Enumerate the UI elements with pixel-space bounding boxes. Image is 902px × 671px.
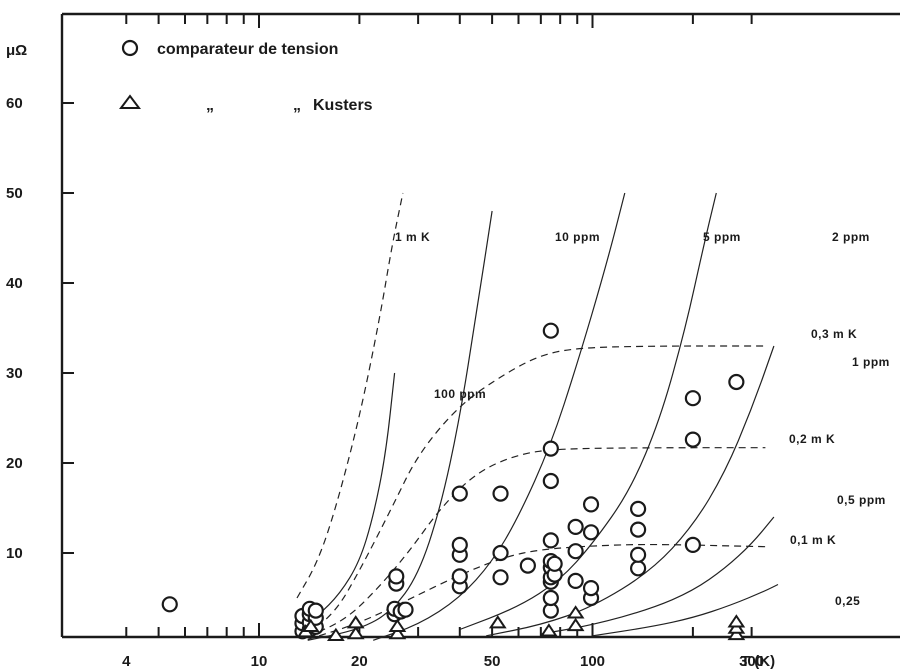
curve-5-ppm xyxy=(373,192,626,641)
point-comparateur xyxy=(492,485,509,502)
curve-label-1-mk: 1 m K xyxy=(395,230,430,244)
point-comparateur xyxy=(388,568,405,585)
curve-0-3-mk xyxy=(307,345,766,635)
x-tick-label: 50 xyxy=(484,653,501,670)
curve-0-1-mk xyxy=(307,543,766,640)
x-tick-label: 4 xyxy=(122,653,131,670)
y-tick-label: 20 xyxy=(6,455,23,472)
curve-label-10-ppm: 10 ppm xyxy=(555,230,600,244)
x-tick-label: 300 xyxy=(739,653,764,670)
point-kusters xyxy=(301,618,320,632)
legend-triangle-marker xyxy=(119,94,141,109)
curve-1-ppm xyxy=(486,345,775,637)
curve-0-5-ppm xyxy=(540,516,775,635)
point-comparateur xyxy=(492,544,509,562)
curve-0-2-mk xyxy=(307,447,766,638)
point-comparateur xyxy=(684,431,701,448)
point-comparateur xyxy=(519,557,536,574)
curve-100-ppm xyxy=(296,372,396,631)
point-comparateur xyxy=(451,568,468,585)
point-kusters xyxy=(566,605,585,619)
point-comparateur xyxy=(307,602,324,619)
point-comparateur xyxy=(451,536,468,554)
curve-1-mk xyxy=(296,192,404,599)
y-unit-label: μΩ xyxy=(6,42,27,59)
curve-label-1-ppm: 1 ppm xyxy=(852,355,890,369)
curve-label-5-ppm: 5 ppm xyxy=(703,230,741,244)
point-kusters xyxy=(540,623,558,637)
point-comparateur xyxy=(629,521,647,538)
legend-comparateur-label: comparateur de tension xyxy=(157,41,338,58)
point-comparateur xyxy=(728,373,745,391)
point-comparateur xyxy=(397,601,414,618)
curve-10-ppm xyxy=(307,210,493,641)
point-kusters xyxy=(326,627,345,641)
point-comparateur xyxy=(542,532,559,549)
legend-ditto-1: „ xyxy=(206,97,214,114)
point-kusters xyxy=(346,625,365,640)
y-tick-label: 40 xyxy=(6,275,23,292)
point-comparateur xyxy=(629,560,647,577)
x-tick-label: 20 xyxy=(351,653,368,670)
point-comparateur xyxy=(161,596,178,613)
curve-label-0-2-mk: 0,2 m K xyxy=(789,432,835,446)
point-comparateur xyxy=(492,569,509,586)
curve-0-25 xyxy=(592,583,779,637)
y-tick-label: 50 xyxy=(6,185,23,202)
data-points xyxy=(161,322,746,641)
y-tick-label: 30 xyxy=(6,365,23,382)
curve-2-ppm xyxy=(459,192,717,631)
point-kusters xyxy=(727,626,746,641)
curve-label-0-5-ppm: 0,5 ppm xyxy=(837,493,886,507)
x-tick-label: 10 xyxy=(251,653,268,670)
legend: comparateur de tension „ „ Kusters xyxy=(119,39,373,114)
point-kusters xyxy=(727,620,746,634)
point-kusters xyxy=(388,618,407,632)
reference-curves: 1 m K 100 ppm 10 ppm 5 ppm 2 ppm 1 ppm 0,5 ppm… xyxy=(296,192,890,641)
point-kusters xyxy=(566,617,585,632)
curve-label-0-25: 0,25 xyxy=(835,594,860,608)
point-kusters xyxy=(727,614,746,628)
x-axis-title: T (K) xyxy=(741,653,775,670)
point-comparateur xyxy=(567,518,584,536)
point-kusters xyxy=(488,615,507,629)
curve-label-0-1-mk: 0,1 m K xyxy=(790,533,836,547)
point-comparateur xyxy=(582,496,600,513)
point-kusters xyxy=(388,625,407,640)
x-tick-label: 100 xyxy=(580,653,605,670)
point-comparateur xyxy=(567,572,584,590)
y-tick-label: 10 xyxy=(6,545,23,562)
point-comparateur xyxy=(451,485,468,502)
y-tick-label: 60 xyxy=(6,95,23,112)
point-comparateur xyxy=(582,579,600,597)
point-comparateur xyxy=(542,589,559,607)
point-kusters xyxy=(346,615,365,629)
legend-ditto-2: „ xyxy=(293,97,301,114)
curve-label-0-3-mk: 0,3 m K xyxy=(811,327,857,341)
legend-circle-marker xyxy=(121,39,139,57)
point-comparateur xyxy=(567,543,584,560)
plot-frame xyxy=(60,12,900,639)
point-comparateur xyxy=(629,546,647,563)
axis-ticks xyxy=(62,14,753,637)
point-comparateur xyxy=(629,500,647,517)
point-comparateur xyxy=(684,390,701,407)
point-comparateur xyxy=(546,555,563,572)
point-comparateur xyxy=(542,440,559,457)
legend-kusters-label: Kusters xyxy=(313,97,373,114)
curve-label-100-ppm: 100 ppm xyxy=(434,387,486,401)
curve-label-2-ppm: 2 ppm xyxy=(832,230,870,244)
point-comparateur xyxy=(684,536,701,554)
point-comparateur xyxy=(542,322,559,339)
point-comparateur xyxy=(582,524,600,541)
point-comparateur xyxy=(542,472,559,490)
